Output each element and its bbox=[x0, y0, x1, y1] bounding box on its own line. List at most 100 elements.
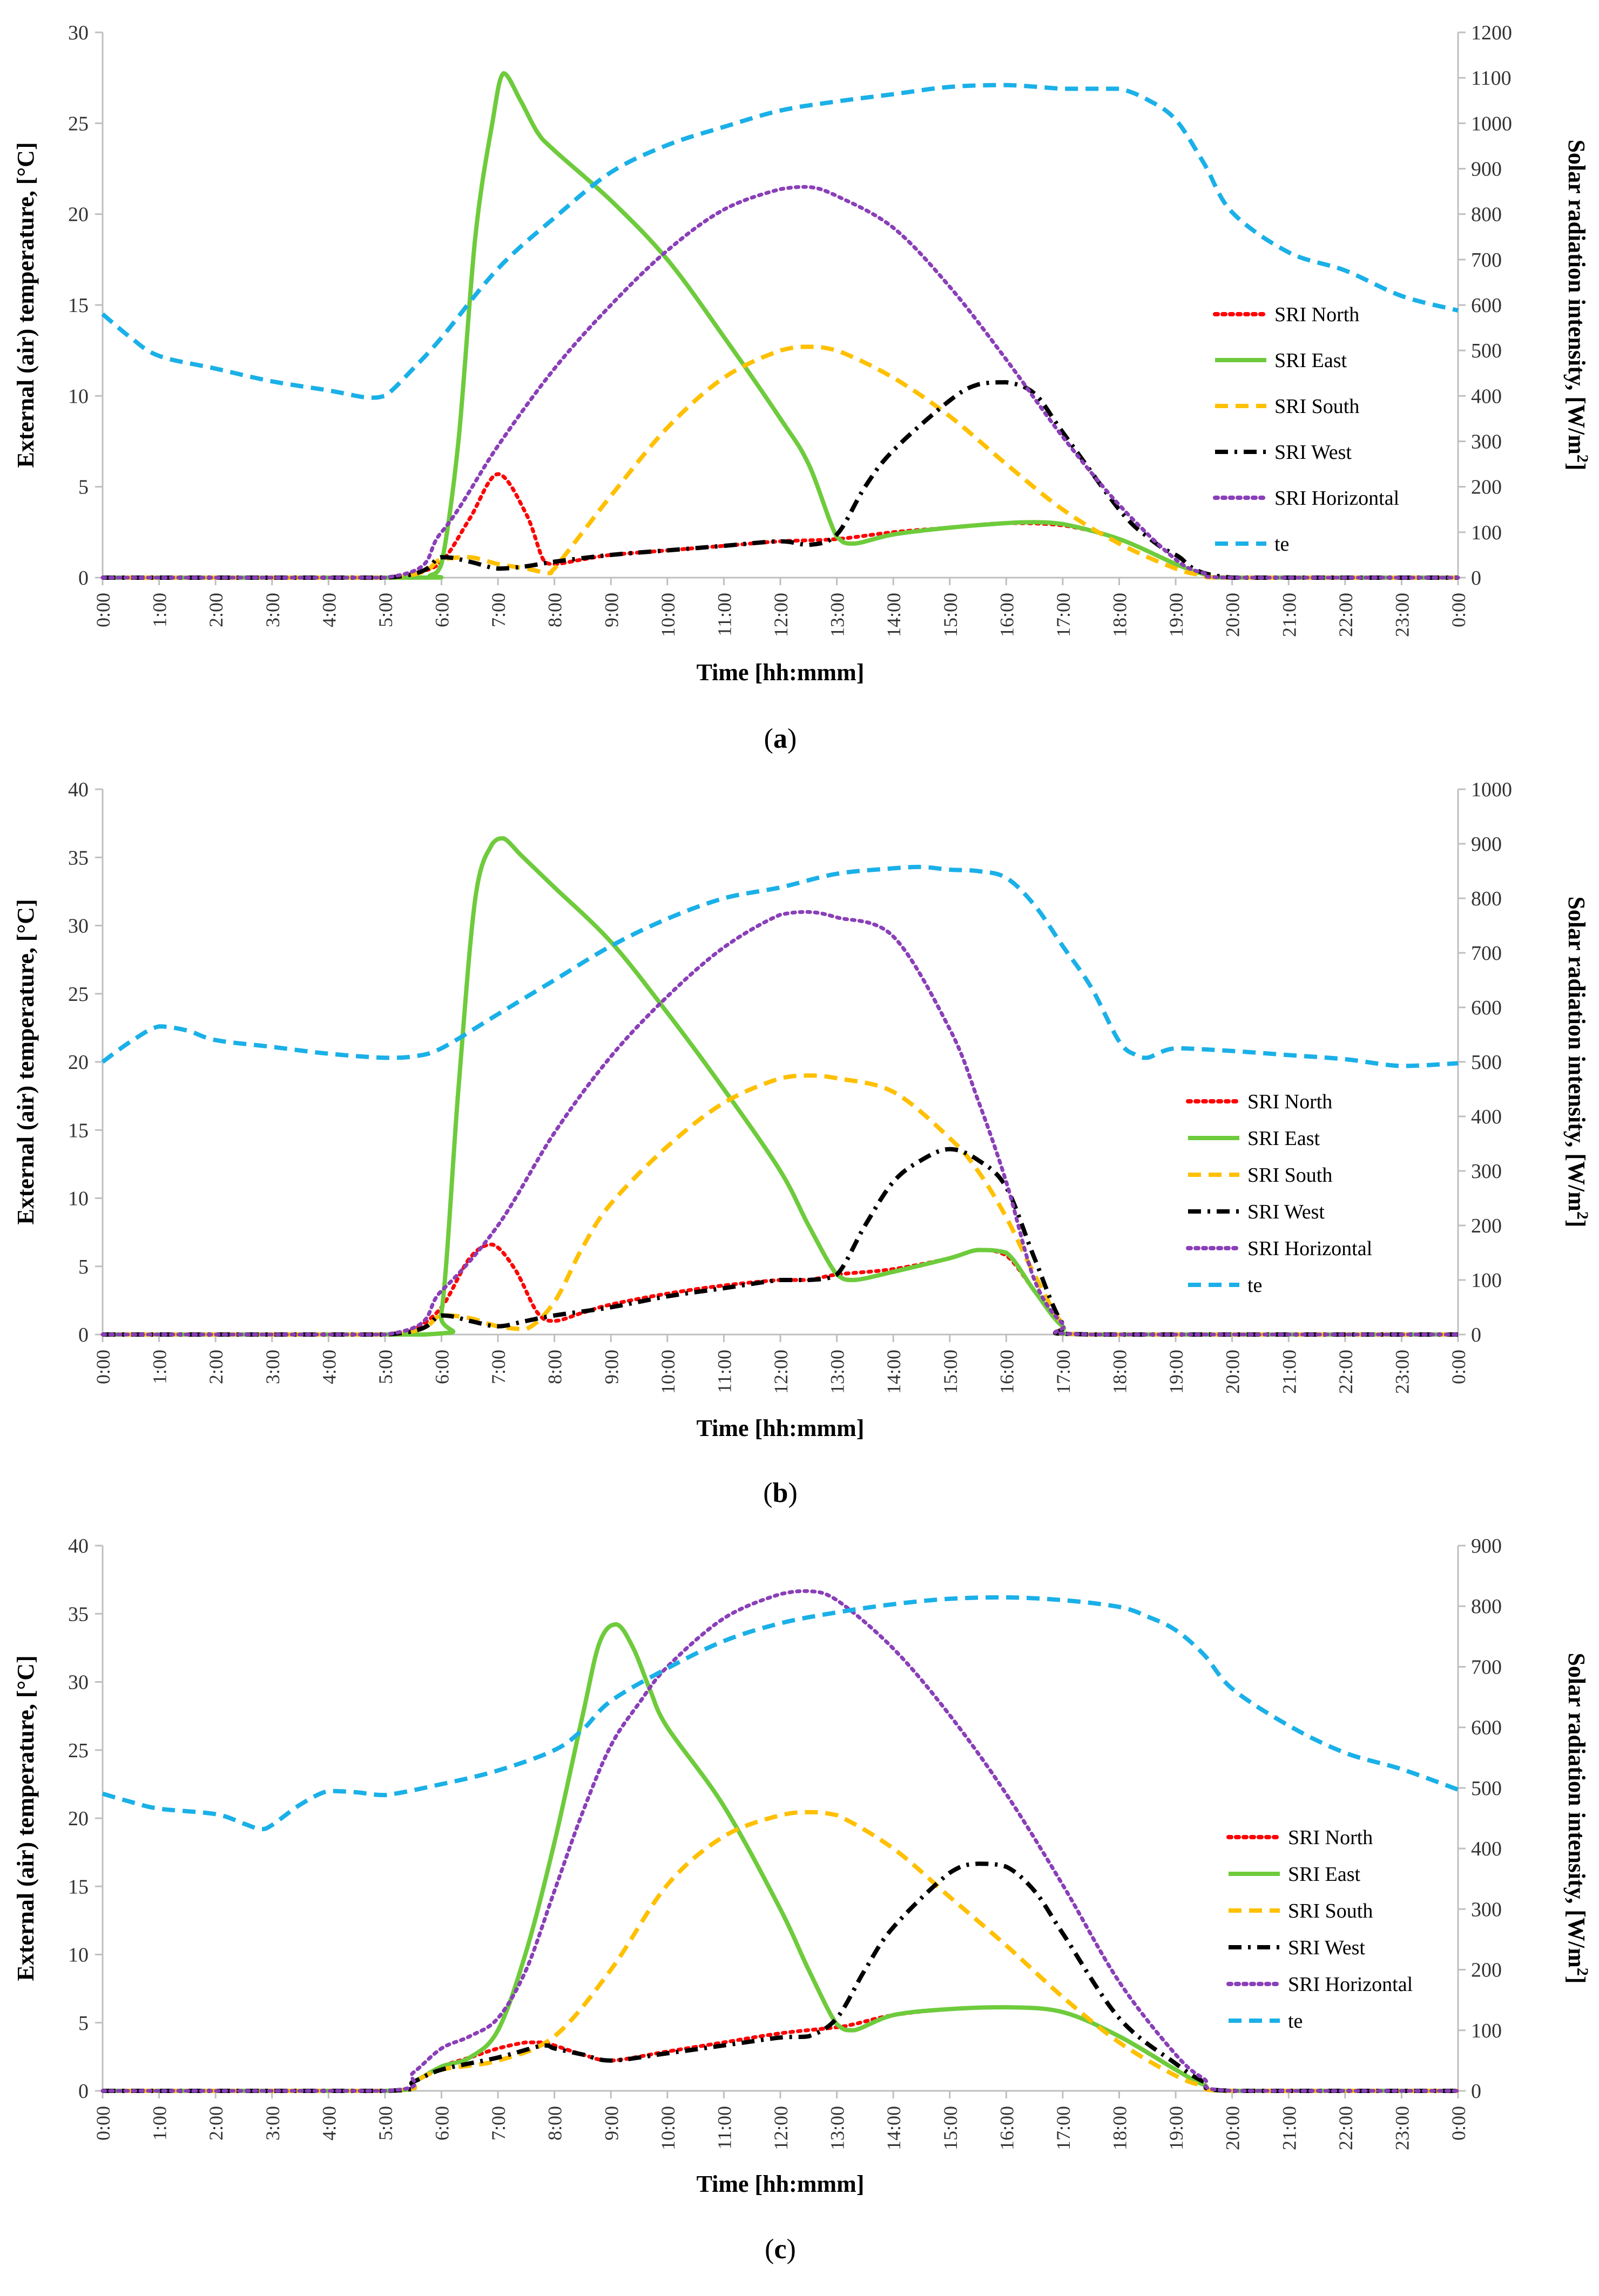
x-tick-label: 8:00 bbox=[544, 2106, 566, 2141]
y2-tick-label: 100 bbox=[1471, 521, 1502, 544]
x-tick-label: 10:00 bbox=[657, 593, 679, 637]
x-tick-label: 22:00 bbox=[1335, 2106, 1357, 2150]
y-tick-label: 25 bbox=[68, 112, 89, 135]
x-tick-label: 5:00 bbox=[375, 2106, 396, 2141]
x-tick-label: 23:00 bbox=[1391, 1350, 1413, 1394]
x-tick-label: 21:00 bbox=[1278, 2106, 1300, 2150]
x-tick-label: 7:00 bbox=[488, 2106, 509, 2141]
series-line-sri-east bbox=[103, 1622, 1459, 2094]
x-axis-title: Time [hh:mmm] bbox=[697, 1415, 865, 1441]
chart-panel-a: 0510152025300100200300400500600700800900… bbox=[12, 22, 1592, 754]
x-tick-label: 13:00 bbox=[827, 1350, 848, 1394]
y-tick-label: 15 bbox=[68, 1875, 89, 1898]
x-tick-label: 13:00 bbox=[827, 593, 848, 637]
x-tick-label: 0:00 bbox=[92, 593, 114, 627]
x-tick-label: 9:00 bbox=[601, 593, 622, 627]
y2-tick-label: 700 bbox=[1471, 249, 1502, 272]
x-tick-label: 0:00 bbox=[1448, 2106, 1469, 2141]
x-tick-label: 0:00 bbox=[92, 2106, 114, 2141]
y2-tick-label: 1000 bbox=[1471, 112, 1512, 135]
x-tick-label: 22:00 bbox=[1335, 593, 1357, 637]
legend-entry-label: SRI North bbox=[1274, 303, 1359, 326]
chart-panel-c: 0510152025303540010020030040050060070080… bbox=[12, 1535, 1592, 2265]
x-axis-title: Time [hh:mmm] bbox=[697, 659, 865, 686]
series-line-te bbox=[101, 83, 1459, 400]
x-tick-label: 2:00 bbox=[205, 1350, 227, 1384]
y2-tick-label: 200 bbox=[1471, 1215, 1502, 1237]
series-line-sri-south bbox=[103, 1810, 1459, 2094]
y-tick-label: 15 bbox=[68, 1119, 89, 1142]
y-tick-label: 30 bbox=[68, 22, 89, 44]
y2-tick-label: 1100 bbox=[1471, 67, 1512, 90]
x-tick-label: 20:00 bbox=[1222, 2106, 1244, 2150]
legend-entry-label: te bbox=[1288, 2010, 1303, 2033]
x-tick-label: 0:00 bbox=[1448, 1350, 1469, 1384]
x-tick-label: 4:00 bbox=[318, 2106, 340, 2141]
y2-tick-label: 600 bbox=[1471, 294, 1502, 317]
y2-tick-label: 1200 bbox=[1471, 22, 1512, 44]
y2-axis-title: Solar radiation intensity, [W/m2] bbox=[1563, 139, 1592, 470]
y2-tick-label: 400 bbox=[1471, 1106, 1502, 1128]
legend-entry-label: SRI Horizontal bbox=[1247, 1237, 1372, 1260]
y2-tick-label: 200 bbox=[1471, 476, 1502, 499]
x-tick-label: 18:00 bbox=[1109, 593, 1131, 637]
y-tick-label: 5 bbox=[78, 1256, 89, 1278]
x-tick-label: 12:00 bbox=[770, 593, 792, 637]
y2-tick-label: 700 bbox=[1471, 942, 1502, 965]
y-tick-label: 15 bbox=[68, 294, 89, 317]
y2-tick-label: 800 bbox=[1471, 1595, 1502, 1618]
y-tick-label: 30 bbox=[68, 1671, 89, 1694]
series-line-sri-west bbox=[103, 1147, 1458, 1337]
y2-tick-label: 100 bbox=[1471, 1269, 1502, 1292]
y-tick-label: 20 bbox=[68, 1051, 89, 1074]
y2-tick-label: 700 bbox=[1471, 1656, 1502, 1678]
panel-label: (b) bbox=[763, 1478, 798, 1508]
x-tick-label: 17:00 bbox=[1052, 2106, 1074, 2150]
x-tick-label: 19:00 bbox=[1165, 2106, 1187, 2150]
x-tick-label: 1:00 bbox=[149, 593, 171, 627]
y-tick-label: 20 bbox=[68, 1807, 89, 1830]
series-line-sri-horizontal bbox=[100, 910, 1460, 1337]
legend: SRI North SRI East SRI South SRI West SRI Ho… bbox=[1226, 1826, 1413, 2033]
x-tick-label: 6:00 bbox=[431, 2106, 453, 2141]
x-tick-label: 5:00 bbox=[375, 1350, 396, 1384]
y2-tick-label: 0 bbox=[1471, 1324, 1481, 1346]
x-tick-label: 6:00 bbox=[431, 593, 453, 627]
chart-panel-b: 0510152025303540010020030040050060070080… bbox=[12, 778, 1592, 1508]
x-tick-label: 19:00 bbox=[1165, 1350, 1187, 1394]
legend-entry-label: SRI Horizontal bbox=[1274, 487, 1399, 510]
x-tick-label: 16:00 bbox=[996, 2106, 1017, 2150]
x-tick-label: 9:00 bbox=[601, 1350, 622, 1384]
y2-tick-label: 500 bbox=[1471, 340, 1502, 362]
x-tick-label: 6:00 bbox=[431, 1350, 453, 1384]
y-tick-label: 40 bbox=[68, 778, 89, 801]
x-tick-label: 1:00 bbox=[149, 2106, 171, 2141]
y2-axis-title: Solar radiation intensity, [W/m2] bbox=[1563, 1652, 1592, 1983]
legend-entry-label: SRI North bbox=[1288, 1826, 1373, 1849]
x-tick-label: 3:00 bbox=[262, 1350, 284, 1384]
x-tick-label: 10:00 bbox=[657, 2106, 679, 2150]
y2-tick-label: 0 bbox=[1471, 567, 1481, 590]
x-tick-label: 7:00 bbox=[488, 1350, 509, 1384]
y-tick-label: 30 bbox=[68, 915, 89, 938]
y-tick-label: 0 bbox=[78, 1324, 89, 1346]
x-tick-label: 23:00 bbox=[1391, 2106, 1413, 2150]
y-axis-title: External (air) temperature, [°C] bbox=[12, 899, 39, 1224]
series-line-te bbox=[102, 1595, 1459, 1832]
y-tick-label: 25 bbox=[68, 983, 89, 1006]
x-tick-label: 15:00 bbox=[940, 593, 961, 637]
x-tick-label: 18:00 bbox=[1109, 1350, 1131, 1394]
x-tick-label: 4:00 bbox=[318, 1350, 340, 1384]
y2-tick-label: 300 bbox=[1471, 1898, 1502, 1921]
legend-entry-label: SRI East bbox=[1288, 1863, 1361, 1886]
x-tick-label: 3:00 bbox=[262, 593, 284, 627]
series-line-sri-east bbox=[103, 836, 1458, 1337]
y2-tick-label: 1000 bbox=[1471, 778, 1512, 801]
series-line-sri-west bbox=[103, 1861, 1459, 2094]
legend-entry-label: SRI South bbox=[1274, 395, 1359, 418]
x-tick-label: 20:00 bbox=[1222, 593, 1244, 637]
panel-label: (c) bbox=[765, 2234, 796, 2265]
x-tick-label: 0:00 bbox=[92, 1350, 114, 1384]
